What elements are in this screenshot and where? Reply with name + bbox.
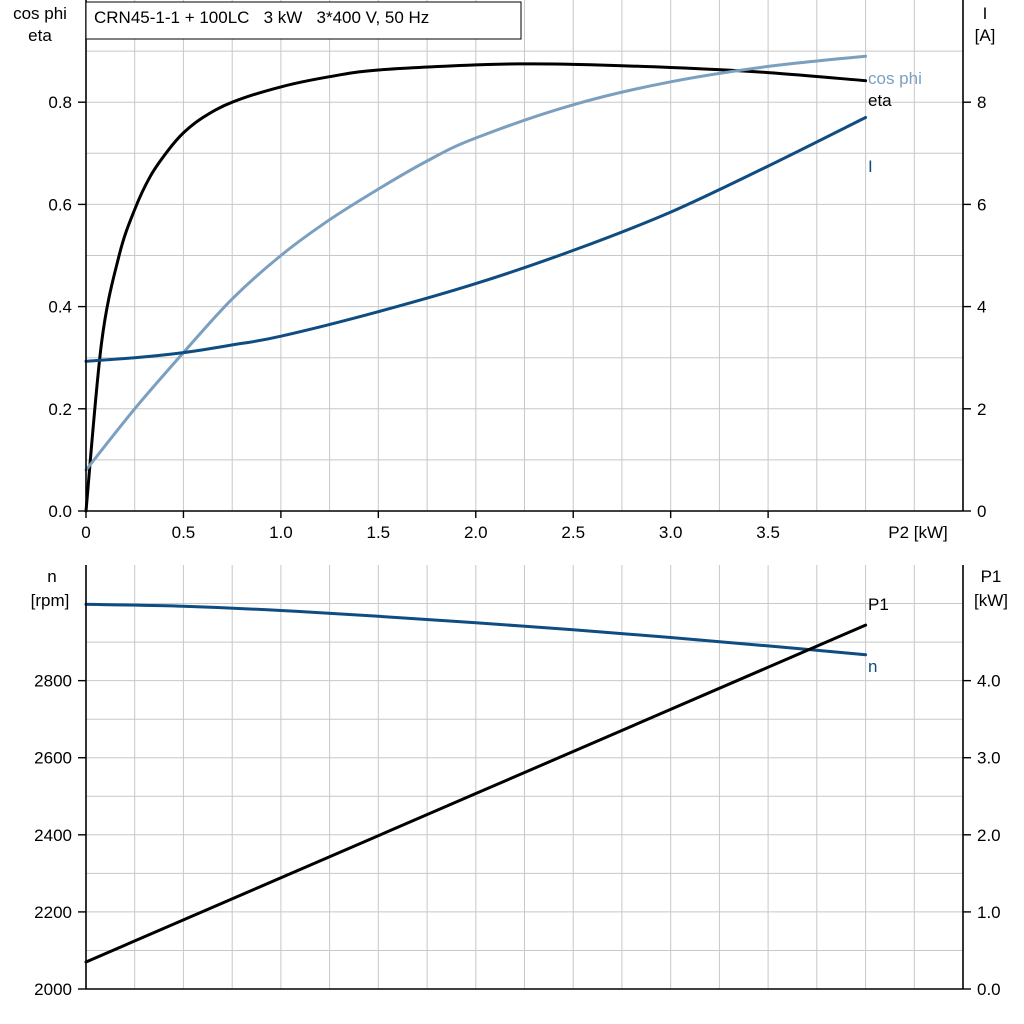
bottom-right-tick-label: 3.0 [977, 749, 1001, 768]
x-tick-label: 2.0 [464, 523, 488, 542]
bottom-right-tick-label: 1.0 [977, 903, 1001, 922]
top-right-tick-label: 2 [977, 400, 986, 419]
series-label-cos-phi: cos phi [868, 69, 922, 88]
bottom-left-tick-label: 2600 [34, 749, 72, 768]
bottom-right-tick-label: 0.0 [977, 980, 1001, 999]
top-right-tick-label: 4 [977, 298, 986, 317]
bottom-left-tick-label: 2800 [34, 672, 72, 691]
top-left-tick-label: 0.6 [48, 195, 72, 214]
bottom-left-axis-title-2: [rpm] [31, 591, 70, 610]
top-right-axis-title-1: I [983, 4, 988, 23]
curve-i [84, 116, 868, 363]
x-tick-label: 0 [81, 523, 90, 542]
top-left-axis-title-2: eta [28, 26, 52, 45]
series-label-i: I [868, 157, 873, 176]
top-right-tick-label: 6 [977, 195, 986, 214]
bottom-right-tick-label: 2.0 [977, 826, 1001, 845]
bottom-left-tick-label: 2200 [34, 903, 72, 922]
x-tick-label: 0.5 [172, 523, 196, 542]
bottom-chart-curves [84, 602, 868, 964]
x-tick-label: 1.5 [367, 523, 391, 542]
top-left-tick-label: 0.0 [48, 502, 72, 521]
x-tick-label: 1.0 [269, 523, 293, 542]
bottom-right-axis-title-2: [kW] [974, 591, 1008, 610]
x-tick-label: 3.5 [756, 523, 780, 542]
top-right-tick-label: 8 [977, 93, 986, 112]
chart-axes [85, 0, 964, 990]
x-tick-label: 3.0 [659, 523, 683, 542]
x-axis-title: P2 [kW] [888, 523, 948, 542]
chart-title-box [85, 1, 522, 40]
top-left-axis-title-1: cos phi [13, 4, 67, 23]
bottom-left-axis-title-1: n [47, 567, 56, 586]
top-right-tick-label: 0 [977, 502, 986, 521]
bottom-left-tick-label: 2400 [34, 826, 72, 845]
bottom-right-axis-title-1: P1 [981, 567, 1002, 586]
series-label-p1: P1 [868, 595, 889, 614]
curve-eta [84, 62, 868, 513]
x-tick-label: 2.5 [561, 523, 585, 542]
bottom-left-tick-label: 2000 [34, 980, 72, 999]
top-chart-grid [86, 0, 963, 511]
bottom-right-tick-label: 4.0 [977, 672, 1001, 691]
series-label-n: n [868, 657, 877, 676]
top-left-tick-label: 0.2 [48, 400, 72, 419]
chart-ticks: 0.0 0.2 0.4 0.6 0.8 0 2 4 6 8 0 0.5 1.0 1.5 2.0 2.5 3.0 3… [34, 93, 1000, 999]
top-right-axis-title-2: [A] [975, 26, 996, 45]
top-left-tick-label: 0.8 [48, 93, 72, 112]
top-chart-curves [84, 54, 868, 513]
top-left-tick-label: 0.4 [48, 298, 72, 317]
curve-p1 [84, 623, 868, 964]
series-label-eta: eta [868, 91, 892, 110]
bottom-chart-grid [86, 565, 963, 989]
curve-n [84, 602, 868, 657]
chart-title: CRN45-1-1 + 100LC 3 kW 3*400 V, 50 Hz [94, 8, 429, 27]
